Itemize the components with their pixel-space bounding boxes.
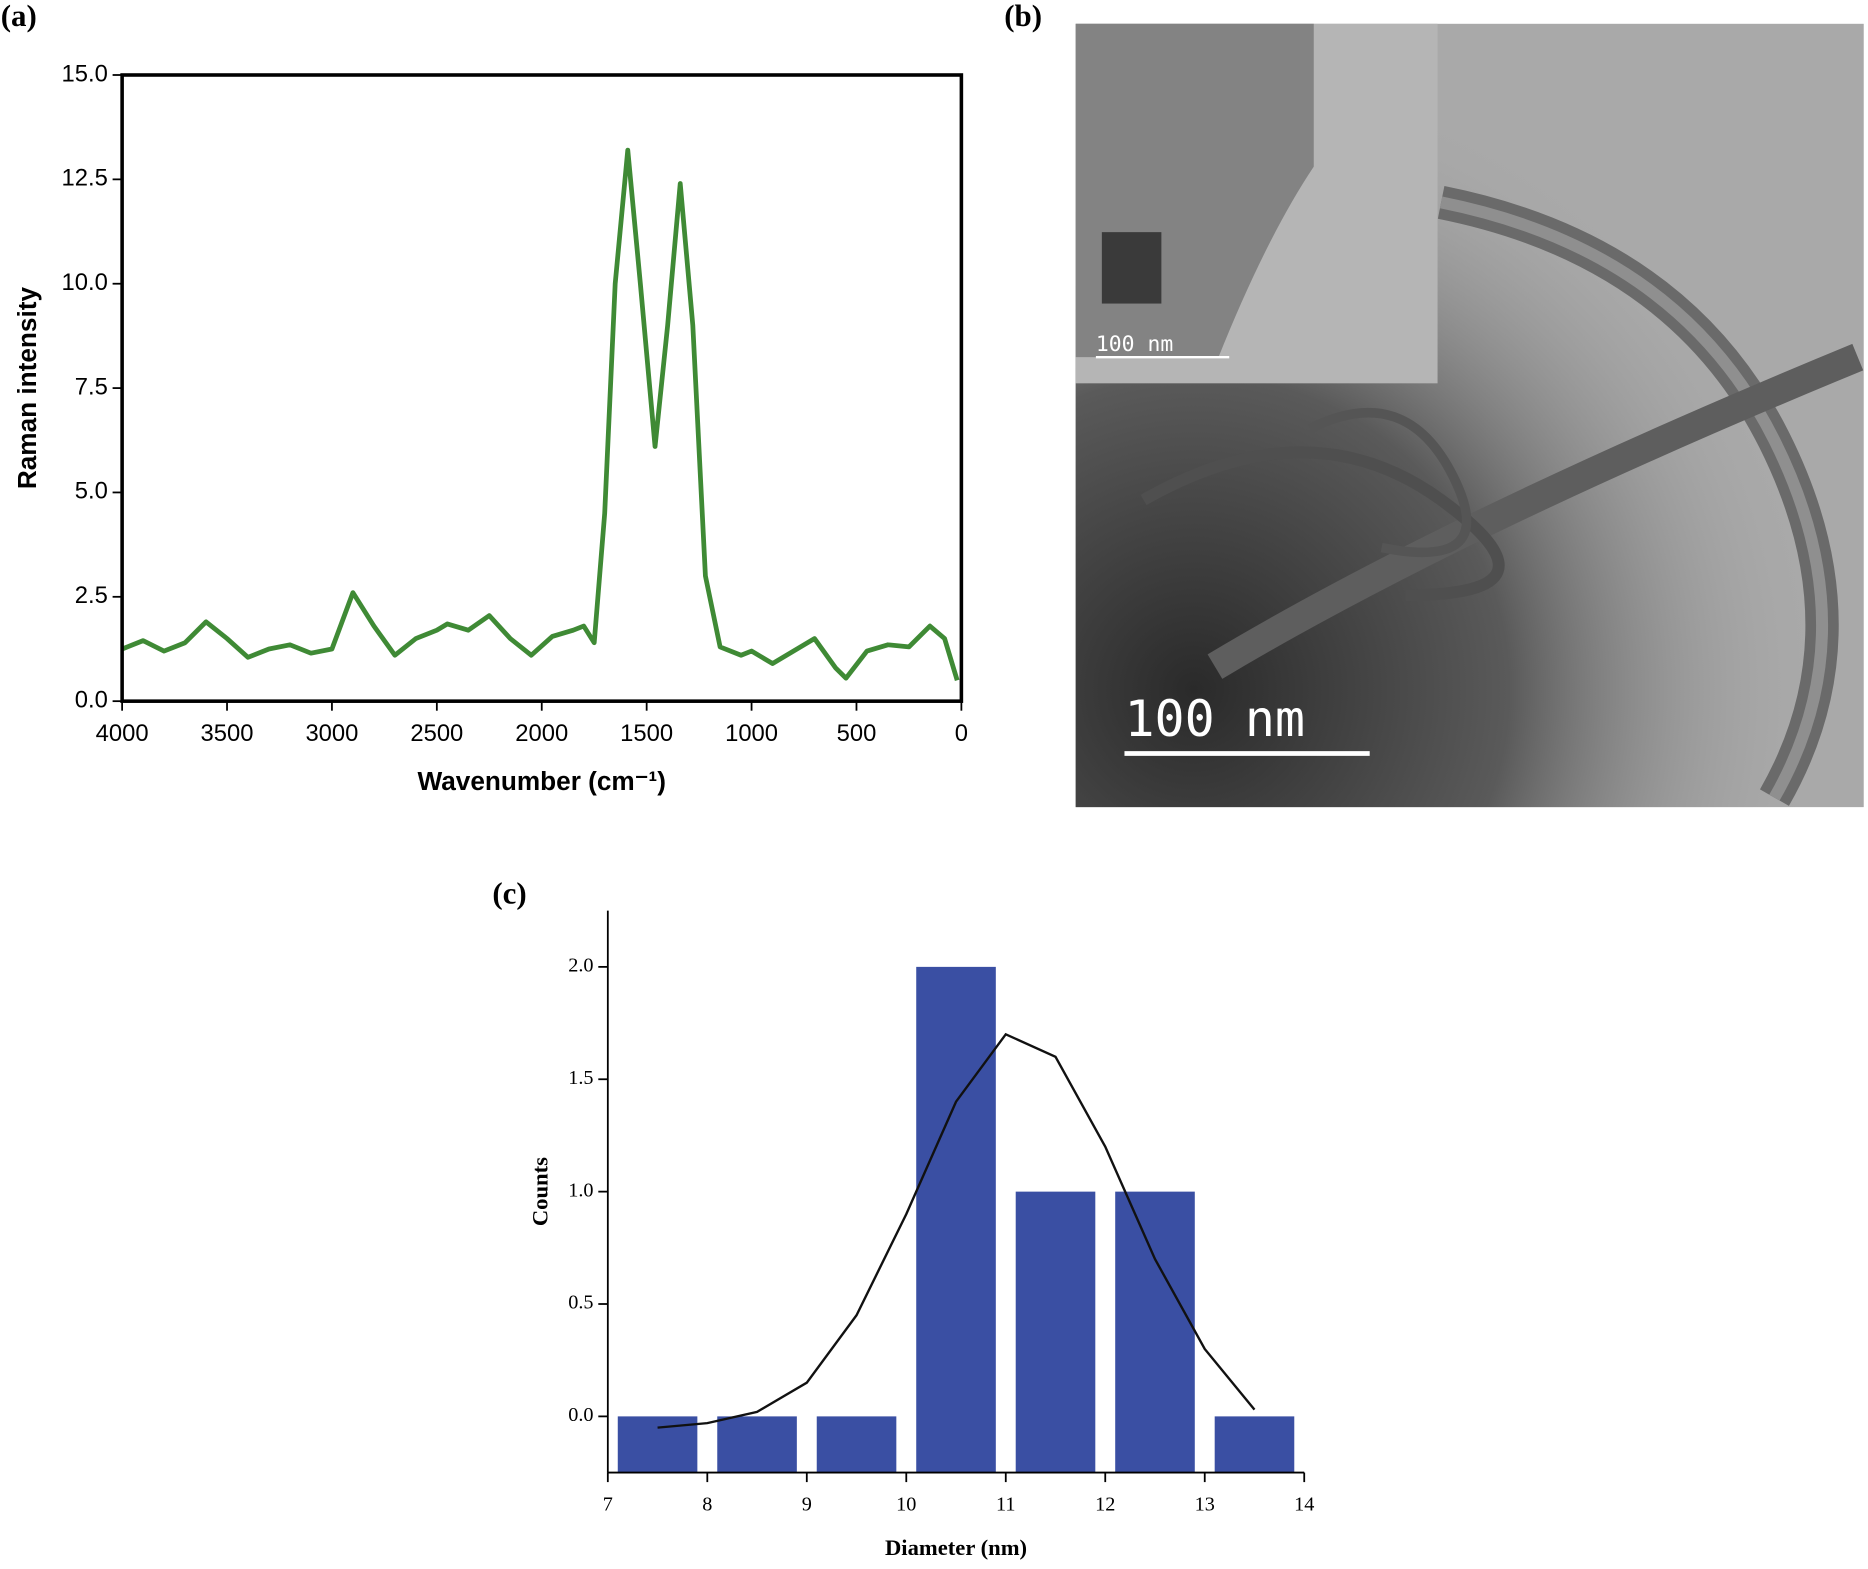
- fit-curve: [657, 1032, 1256, 1429]
- x-tick-label: 4000: [96, 720, 149, 747]
- y-tick-label: 1.5: [568, 1067, 593, 1089]
- panel-label: (b): [1004, 0, 1042, 33]
- x-tick-label: 500: [837, 720, 877, 747]
- y-tick-label: 2.0: [568, 955, 593, 977]
- x-tick-label: 3500: [201, 720, 254, 747]
- panel-label: (c): [492, 876, 526, 911]
- y-tick-label: 0.0: [568, 1404, 593, 1426]
- bar: [717, 1416, 797, 1473]
- x-tick-label: 1500: [620, 720, 673, 747]
- plot-frame: [120, 73, 964, 703]
- y-tick-label: 7.5: [75, 373, 108, 400]
- bar: [916, 966, 996, 1473]
- x-axis-label: Wavenumber (cm⁻¹): [418, 766, 666, 796]
- x-tick-label: 0: [955, 720, 968, 747]
- scale-bar-label: 100 nm: [1096, 332, 1173, 357]
- bar: [1115, 1191, 1195, 1473]
- x-tick-label: 9: [802, 1494, 812, 1516]
- tem-image: 100 nm 100 nm: [1075, 23, 1864, 808]
- x-tick-label: 10: [896, 1494, 916, 1516]
- y-tick-label: 12.5: [62, 165, 108, 192]
- y-tick-label: 15.0: [62, 60, 108, 87]
- raman-line: [121, 147, 960, 681]
- bar: [1015, 1191, 1096, 1473]
- x-tick-label: 13: [1195, 1494, 1215, 1516]
- x-axis-label: Diameter (nm): [885, 1535, 1027, 1560]
- panel-label: (a): [1, 0, 37, 33]
- bar: [1214, 1416, 1295, 1473]
- y-axis-label: Counts: [528, 1157, 553, 1226]
- x-tick-label: 7: [603, 1494, 613, 1516]
- x-tick-label: 1000: [725, 720, 778, 747]
- x-tick-label: 8: [702, 1494, 712, 1516]
- y-tick-label: 0.0: [75, 686, 108, 713]
- y-tick-label: 5.0: [75, 478, 108, 505]
- y-tick-label: 1.0: [568, 1179, 593, 1201]
- x-tick-label: 2500: [410, 720, 463, 747]
- bar: [816, 1416, 897, 1473]
- x-tick-label: 2000: [515, 720, 568, 747]
- x-tick-label: 12: [1095, 1494, 1115, 1516]
- y-tick-label: 2.5: [75, 582, 108, 609]
- x-tick-label: 11: [996, 1494, 1015, 1516]
- y-axis-label: Raman intensity: [12, 287, 42, 490]
- y-tick-label: 0.5: [568, 1292, 593, 1314]
- y-tick-label: 10.0: [62, 269, 108, 296]
- scale-bar-label: 100 nm: [1124, 690, 1305, 748]
- x-tick-label: 3000: [305, 720, 358, 747]
- x-tick-label: 14: [1294, 1494, 1314, 1516]
